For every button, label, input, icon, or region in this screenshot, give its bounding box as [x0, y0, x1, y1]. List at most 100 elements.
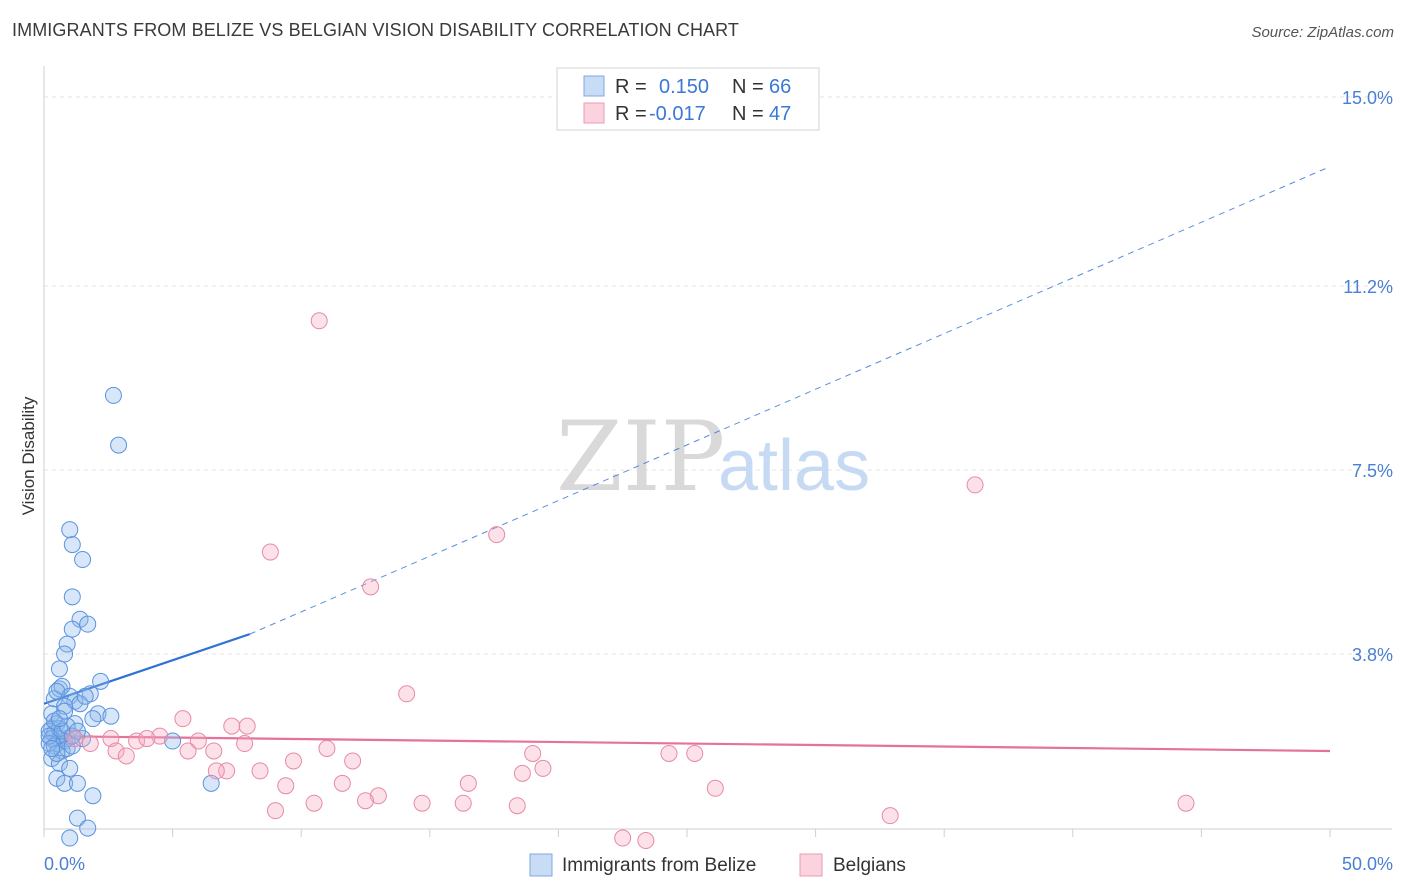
- belgian-point-38: [454, 794, 472, 812]
- belize-point-9: [58, 635, 76, 653]
- watermark-atlas: atlas: [718, 426, 870, 506]
- belgian-point-37: [305, 794, 323, 812]
- belize-points: [40, 386, 220, 847]
- belgian-point-32: [277, 777, 295, 795]
- series-legend: Immigrants from Belize Belgians: [529, 853, 906, 877]
- belgian-point-25: [686, 744, 704, 762]
- belize-point-2: [61, 521, 79, 539]
- belize-point-23: [89, 705, 107, 723]
- belize-point-49: [84, 787, 102, 805]
- legend-r-label-2: R =: [615, 103, 647, 125]
- belgian-point-17: [117, 747, 135, 765]
- belize-point-44: [50, 754, 68, 772]
- belize-point-52: [61, 829, 79, 847]
- y-tick-label-2: 11.2%: [1343, 277, 1393, 297]
- belgian-point-22: [344, 752, 362, 770]
- trend-line-belize-dashed: [249, 166, 1331, 635]
- belize-point-56: [53, 722, 71, 740]
- x-tick-label-0: 0.0%: [44, 854, 85, 874]
- belgian-point-10: [102, 730, 120, 748]
- belgian-point-0: [310, 312, 328, 330]
- belgian-point-34: [369, 787, 387, 805]
- belgian-point-1: [966, 476, 984, 494]
- belize-point-12: [92, 672, 110, 690]
- legend-r-value-1: 0.150: [659, 76, 709, 98]
- belgian-point-33: [459, 774, 477, 792]
- belize-point-65: [50, 710, 68, 728]
- belgian-point-8: [238, 717, 256, 735]
- belgian-point-26: [534, 759, 552, 777]
- y-tick-labels: 3.8% 7.5% 11.2% 15.0%: [1342, 88, 1393, 665]
- belize-point-22: [76, 687, 94, 705]
- belgian-point-12: [138, 730, 156, 748]
- belize-point-47: [56, 774, 74, 792]
- belgian-point-18: [179, 742, 197, 760]
- belgian-point-41: [1177, 794, 1195, 812]
- bottom-legend-label-belgians: Belgians: [833, 855, 906, 876]
- belgian-point-16: [107, 742, 125, 760]
- belize-point-11: [50, 660, 68, 678]
- belgian-point-43: [266, 802, 284, 820]
- belize-point-25: [84, 710, 102, 728]
- belgian-point-14: [236, 735, 254, 753]
- belgian-point-39: [508, 797, 526, 815]
- legend-n-value-1: 66: [769, 76, 791, 98]
- watermark-zip: ZIP: [556, 401, 725, 513]
- belgian-point-19: [318, 740, 336, 758]
- belgian-point-24: [660, 744, 678, 762]
- belgian-point-27: [513, 764, 531, 782]
- legend-r-label-1: R =: [615, 76, 647, 98]
- chart-source: Source: ZipAtlas.com: [1251, 24, 1394, 41]
- belgian-point-5: [398, 685, 416, 703]
- y-tick-label-0: 3.8%: [1352, 645, 1393, 665]
- belize-point-10: [56, 645, 74, 663]
- belize-point-8: [63, 620, 81, 638]
- bottom-legend-swatch-blue: [529, 853, 553, 877]
- y-axis-label: Vision Disability: [19, 396, 38, 515]
- belize-point-0: [104, 386, 122, 404]
- belgian-points: [66, 312, 1195, 850]
- belgian-point-7: [223, 717, 241, 735]
- belize-point-5: [63, 588, 81, 606]
- belize-point-50: [68, 809, 86, 827]
- belize-point-51: [79, 819, 97, 837]
- legend-n-value-2: 47: [769, 103, 791, 125]
- belize-point-17: [48, 682, 66, 700]
- belgian-point-23: [524, 744, 542, 762]
- belize-point-4: [74, 551, 92, 569]
- belize-point-24: [102, 707, 120, 725]
- belgian-point-29: [207, 762, 225, 780]
- belize-point-60: [48, 744, 66, 762]
- belgian-point-13: [189, 732, 207, 750]
- belize-point-63: [202, 774, 220, 792]
- legend-n-label-1: N =: [732, 76, 764, 98]
- trend-line-belgians: [43, 734, 1331, 753]
- belgian-point-9: [151, 727, 169, 745]
- legend-swatch-pink: [583, 102, 605, 124]
- belize-point-54: [40, 727, 58, 745]
- belgian-point-3: [261, 543, 279, 561]
- legend-n-label-2: N =: [732, 103, 764, 125]
- belize-point-7: [79, 615, 97, 633]
- belgian-point-15: [81, 735, 99, 753]
- belgian-point-6: [174, 710, 192, 728]
- belgian-point-21: [284, 752, 302, 770]
- belgian-point-31: [333, 774, 351, 792]
- axes: [43, 66, 1392, 830]
- y-tick-label-1: 7.5%: [1352, 461, 1393, 481]
- x-tick-labels: 0.0% 50.0%: [44, 854, 1393, 874]
- x-tick-marks: [43, 829, 1331, 837]
- belgian-point-20: [205, 742, 223, 760]
- belize-point-58: [63, 727, 81, 745]
- belgian-point-11: [128, 732, 146, 750]
- belize-point-1: [110, 436, 128, 454]
- belgian-point-40: [706, 779, 724, 797]
- belgian-point-2: [488, 526, 506, 544]
- belize-point-61: [43, 740, 61, 758]
- belize-point-45: [61, 759, 79, 777]
- belize-point-3: [63, 536, 81, 554]
- legend-r-value-2: -0.017: [649, 103, 706, 125]
- bottom-legend-label-belize: Immigrants from Belize: [562, 855, 756, 876]
- chart-title: IMMIGRANTS FROM BELIZE VS BELGIAN VISION…: [12, 20, 740, 40]
- belize-point-62: [164, 732, 182, 750]
